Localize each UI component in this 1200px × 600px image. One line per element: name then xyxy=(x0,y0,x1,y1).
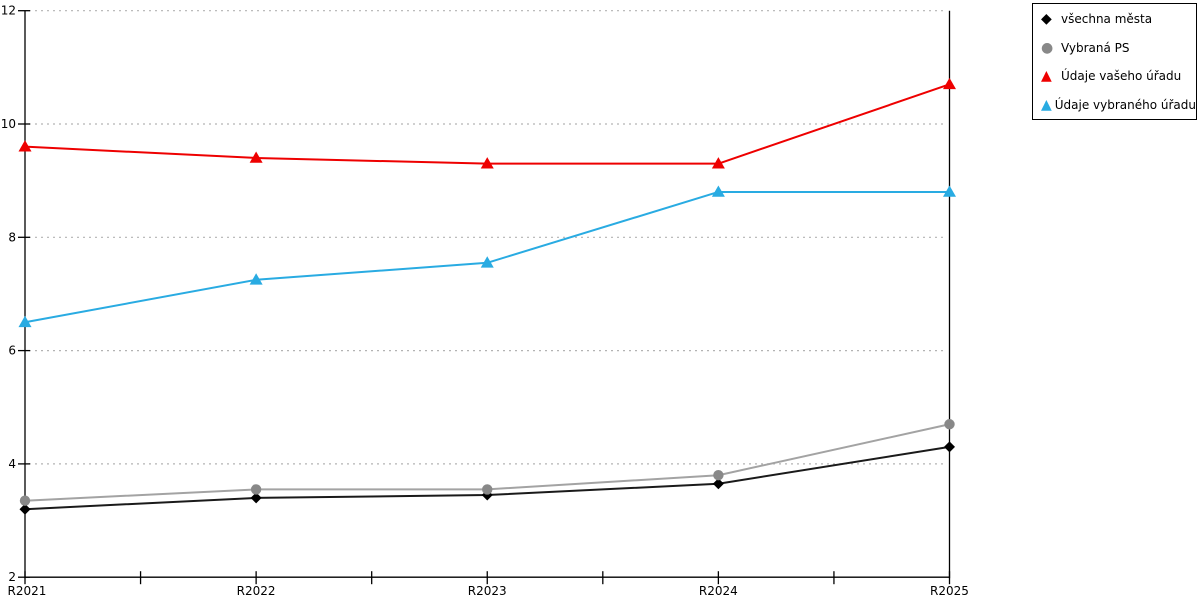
legend-label: Údaje vašeho úřadu xyxy=(1061,69,1182,84)
data-point xyxy=(711,185,725,197)
data-point xyxy=(711,157,725,169)
y-tick-label: 8 xyxy=(8,230,16,244)
data-point xyxy=(19,495,31,506)
data-point xyxy=(18,315,32,328)
data-point xyxy=(482,484,493,495)
y-tick-label: 6 xyxy=(8,344,16,358)
x-tick-label: R2022 xyxy=(237,584,276,598)
triangle-marker-icon: ▲ xyxy=(1041,97,1052,114)
legend-label: Údaje vybraného úřadu xyxy=(1054,98,1196,113)
legend-label: Vybraná PS xyxy=(1061,40,1130,55)
circle-marker-icon: ● xyxy=(1041,39,1054,56)
data-point xyxy=(713,470,724,481)
data-point xyxy=(250,484,262,495)
y-tick-label: 10 xyxy=(1,117,16,131)
x-tick-label: R2021 xyxy=(8,584,47,598)
data-point xyxy=(249,273,263,285)
data-point xyxy=(480,157,494,169)
legend-item: ● Vybraná PS xyxy=(1041,34,1196,63)
legend-item: ◆ všechna města xyxy=(1041,5,1196,34)
data-point xyxy=(249,151,263,163)
x-tick-label: R2023 xyxy=(468,584,507,598)
data-point xyxy=(943,77,956,90)
legend-item: ▲ Údaje vybraného úřadu xyxy=(1041,91,1196,120)
data-point xyxy=(250,492,262,504)
data-point xyxy=(944,441,955,453)
data-point xyxy=(480,256,494,268)
data-point xyxy=(943,185,956,197)
legend: ◆ všechna města ● Vybraná PS ▲ Údaje vaš… xyxy=(1032,3,1197,120)
legend-label: všechna města xyxy=(1061,12,1153,27)
diamond-marker-icon: ◆ xyxy=(1041,11,1052,28)
data-point xyxy=(19,503,31,515)
y-tick-label: 12 xyxy=(1,4,16,18)
y-tick-label: 4 xyxy=(8,457,16,471)
data-point xyxy=(944,419,955,430)
triangle-marker-icon: ▲ xyxy=(1041,68,1052,85)
data-point xyxy=(18,140,32,152)
x-tick-label: R2025 xyxy=(930,584,969,598)
legend-item: ▲ Údaje vašeho úřadu xyxy=(1041,62,1196,91)
x-tick-label: R2024 xyxy=(699,584,738,598)
data-point xyxy=(712,478,724,490)
y-tick-label: 2 xyxy=(8,570,16,584)
